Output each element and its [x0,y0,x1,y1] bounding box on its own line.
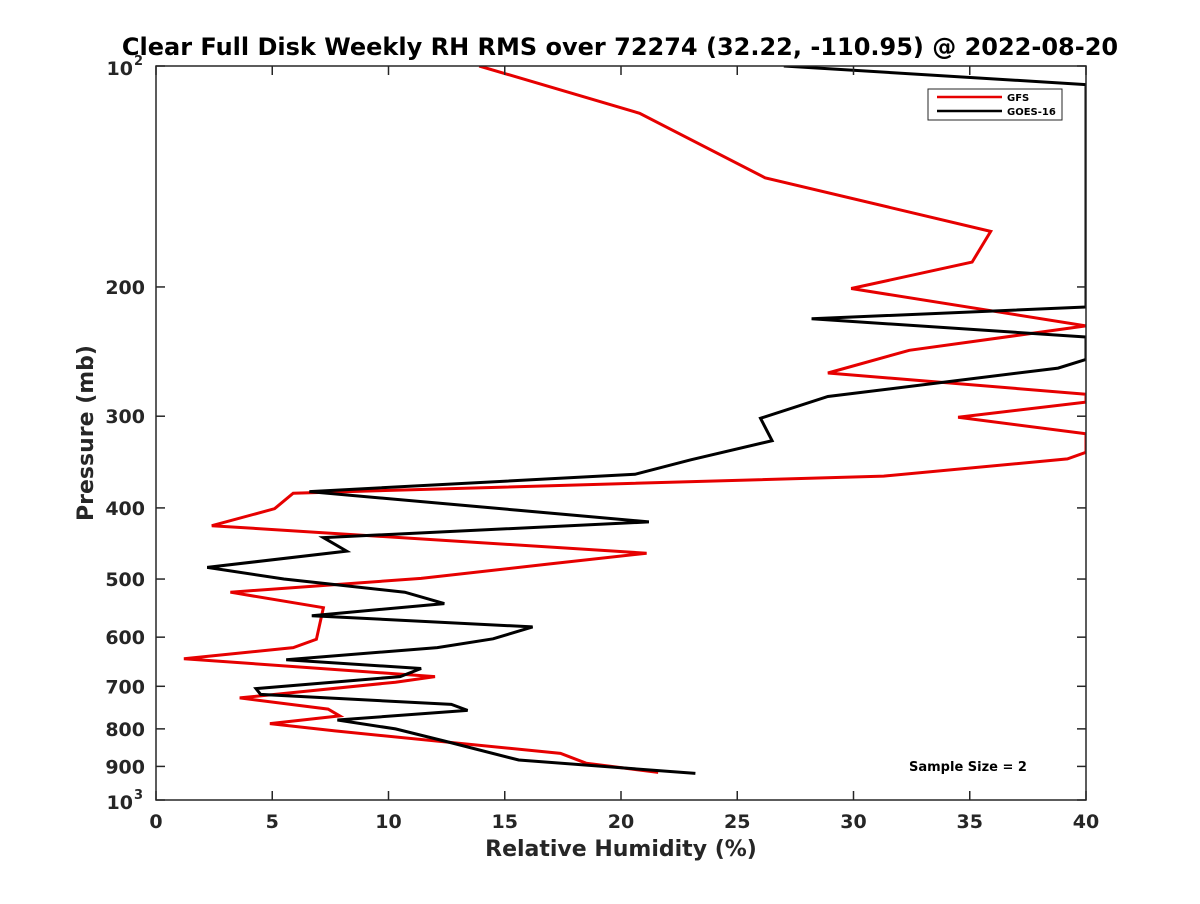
y-tick-label: 300 [105,406,145,428]
chart-title: Clear Full Disk Weekly RH RMS over 72274… [122,33,1118,61]
x-tick-label: 40 [1073,811,1099,833]
y-tick-label: 500 [105,569,145,591]
series-line-gfs [183,66,1086,774]
series-line-goes-16 [206,66,1086,775]
x-tick-label: 25 [724,811,750,833]
y-tick-label: 10 [107,58,133,80]
plot-area-frame [155,65,1087,801]
legend: GFS GOES-16 [927,88,1063,121]
y-tick-label: 10 [107,792,133,814]
x-tick-label: 15 [492,811,518,833]
y-tick-label: 200 [105,277,145,299]
y-tick-label: 700 [105,676,145,698]
y-tick-exponent: 2 [134,54,143,69]
y-tick-exponent: 3 [134,788,143,803]
x-tick-label: 0 [149,811,162,833]
x-tick-label: 35 [957,811,983,833]
y-tick-label: 900 [105,756,145,778]
x-tick-label: 10 [375,811,401,833]
y-tick-label: 800 [105,719,145,741]
y-axis-label: Pressure (mb) [74,345,99,521]
legend-label-gfs: GFS [1007,93,1029,104]
legend-box [927,88,1063,121]
y-tick-label: 400 [105,498,145,520]
y-tick-label: 600 [105,627,145,649]
x-tick-label: 30 [840,811,866,833]
x-axis: 0 5 10 15 20 25 30 35 40 [149,66,1099,833]
series-layer [183,66,1086,775]
legend-label-goes-16: GOES-16 [1007,107,1056,118]
sample-size-annotation: Sample Size = 2 [909,760,1027,775]
x-tick-label: 5 [266,811,279,833]
x-tick-label: 20 [608,811,634,833]
x-axis-label: Relative Humidity (%) [485,837,757,862]
